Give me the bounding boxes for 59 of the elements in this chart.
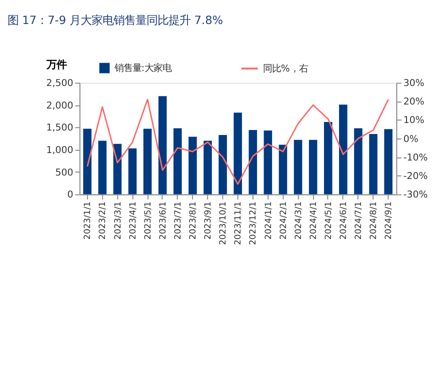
x-tick-label: 2023/8/1	[188, 201, 199, 240]
x-tick-label: 2024/2/1	[278, 201, 289, 240]
y-tick-label: 500	[55, 167, 74, 178]
bar	[369, 134, 378, 194]
x-tick-label: 2024/6/1	[339, 201, 350, 240]
bar	[128, 148, 137, 194]
x-tick-label: 2023/5/1	[143, 201, 154, 240]
bar	[173, 128, 182, 194]
bar	[188, 136, 197, 194]
y2-tick-label: 30%	[403, 78, 424, 90]
y-axis-title: 万件	[45, 59, 66, 72]
y-tick-label: 2,000	[46, 100, 74, 112]
x-tick-label: 2024/5/1	[324, 201, 334, 240]
bar	[234, 112, 242, 194]
bar	[308, 140, 318, 194]
x-tick-label: 2024/8/1	[369, 201, 380, 240]
line-series	[86, 98, 390, 185]
x-tick-label: 2023/2/1	[98, 201, 108, 240]
x-tick-label: 2023/6/1	[158, 201, 168, 240]
y2-tick-label: 10%	[403, 115, 424, 126]
x-tick-label: 2024/3/1	[294, 201, 304, 240]
legend-label: 同比%，右	[262, 63, 308, 74]
bar	[384, 129, 392, 194]
bar	[218, 134, 227, 194]
y-tick-label: 0	[67, 190, 74, 201]
chart-title: 图 17：7-9 月大家电销售量同比提升 7.8%	[8, 13, 224, 28]
bar	[248, 130, 258, 194]
bar	[143, 128, 152, 194]
y2-tick-label: -20%	[403, 171, 428, 182]
y-tick-label: 2,500	[46, 78, 74, 90]
x-tick-label: 2024/1/1	[264, 201, 274, 240]
x-tick-label: 2023/1/1	[83, 201, 94, 240]
bar	[278, 144, 288, 194]
x-tick-label: 2023/9/1	[204, 201, 214, 240]
x-tick-label: 2023/11/1	[234, 201, 244, 245]
bar	[83, 128, 92, 194]
y2-tick-label: -30%	[403, 190, 428, 201]
x-tick-label: 2023/7/1	[173, 201, 184, 240]
x-tick-label: 2024/7/1	[354, 201, 364, 240]
y2-tick-label: 20%	[403, 96, 424, 108]
bar	[204, 140, 212, 194]
bar	[264, 130, 272, 194]
y2-tick-label: -10%	[403, 152, 428, 164]
x-tick-label: 2024/9/1	[384, 201, 394, 240]
x-tick-label: 2023/3/1	[113, 201, 124, 240]
x-tick-label: 2023/12/1	[248, 201, 259, 245]
y2-tick-label: 0%	[403, 134, 418, 145]
bar	[158, 96, 167, 194]
x-tick-label: 2024/4/1	[308, 201, 319, 240]
y-tick-label: 1,500	[46, 122, 74, 134]
bar	[339, 104, 348, 194]
bar	[98, 140, 107, 194]
x-tick-label: 2023/4/1	[128, 201, 138, 240]
legend-label: 销售量:大家电	[113, 62, 172, 74]
y-tick-label: 1,000	[46, 144, 74, 156]
bar	[324, 122, 332, 194]
bar	[294, 140, 302, 194]
x-tick-label: 2023/10/1	[218, 201, 229, 245]
bar	[354, 128, 362, 194]
